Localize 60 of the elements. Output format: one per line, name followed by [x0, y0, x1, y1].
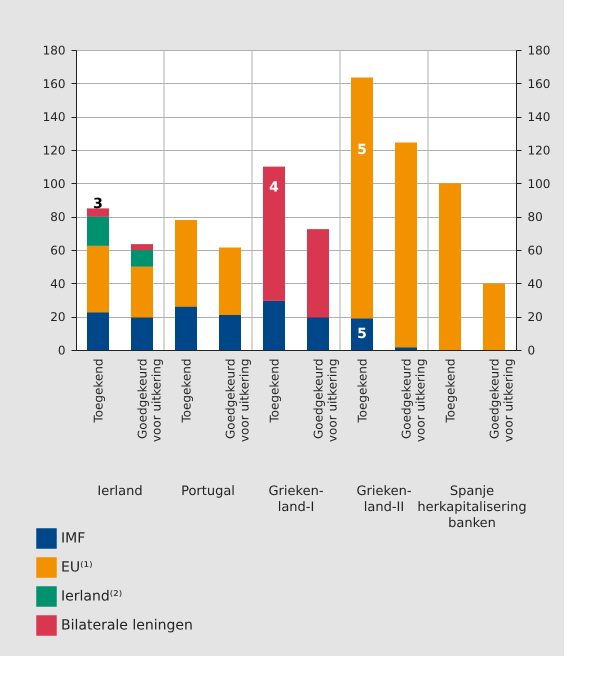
bar — [131, 266, 153, 318]
y-tick-label: 40 — [50, 276, 66, 291]
text: Grieken-land-I — [268, 484, 324, 515]
bar — [219, 248, 241, 315]
bar — [263, 166, 285, 301]
y2-tick-label: 0 — [528, 344, 536, 358]
y2-tick-label: 80 — [528, 210, 543, 224]
y2-tick-label: 20 — [528, 310, 543, 324]
annotation: 3 — [93, 196, 103, 212]
y2-tick-label: 160 — [528, 76, 550, 91]
y-tick-label: 160 — [42, 76, 66, 91]
y-tick-label: 0 — [58, 344, 66, 358]
x-tick-label: Toegekend — [356, 358, 370, 424]
y2-tick-label: 180 — [528, 44, 550, 58]
bar — [87, 246, 109, 312]
y2-tick-label: 100 — [528, 176, 550, 191]
bar — [439, 183, 461, 350]
y-tick-label: 60 — [50, 244, 66, 258]
y-tick-label: 180 — [42, 44, 66, 58]
bar — [307, 318, 329, 350]
bar — [395, 142, 417, 348]
legend-label: IMF — [61, 530, 86, 546]
y2-tick-label: 40 — [528, 276, 543, 291]
x-tick-label: Toegekend — [444, 358, 458, 424]
bar — [87, 216, 109, 246]
y-tick-label: 120 — [42, 144, 66, 158]
text: Portugal — [181, 484, 235, 499]
bar — [87, 312, 109, 350]
text: Grieken-land-II — [356, 484, 412, 515]
x-tick-label: Toegekend — [268, 358, 282, 424]
y-tick-label: 100 — [42, 176, 66, 191]
y2-tick-label: 120 — [528, 144, 550, 158]
legend-label: Ierland⁽²⁾ — [61, 588, 122, 604]
bar — [175, 306, 197, 350]
y2-tick-label: 140 — [528, 110, 550, 124]
bar — [351, 78, 373, 318]
bar — [307, 229, 329, 318]
annotation: 5 — [357, 326, 367, 342]
bar — [87, 208, 109, 217]
annotation: 4 — [269, 180, 280, 196]
text: Ierland — [97, 484, 143, 499]
x-tick-label: Goedgekeurd voor uitkering — [136, 358, 164, 442]
y-tick-label: 20 — [50, 310, 66, 324]
text: Spanje herkapitalisering banken — [417, 484, 527, 531]
bar — [219, 315, 241, 350]
bar — [131, 318, 153, 350]
x-tick-label: Toegekend — [180, 358, 194, 424]
y2-tick-label: 60 — [528, 244, 543, 258]
legend-label: EU⁽¹⁾ — [61, 560, 93, 576]
bar — [483, 283, 505, 350]
bar — [131, 250, 153, 267]
legend-label: Bilaterale leningen — [61, 618, 193, 634]
y-tick-label: 140 — [42, 110, 66, 124]
x-tick-label: Toegekend — [92, 358, 106, 424]
bar — [175, 220, 197, 307]
bar — [263, 300, 285, 350]
y-tick-label: 80 — [50, 210, 66, 224]
bar — [351, 318, 373, 350]
bar — [131, 244, 153, 250]
annotation: 5 — [357, 142, 367, 158]
